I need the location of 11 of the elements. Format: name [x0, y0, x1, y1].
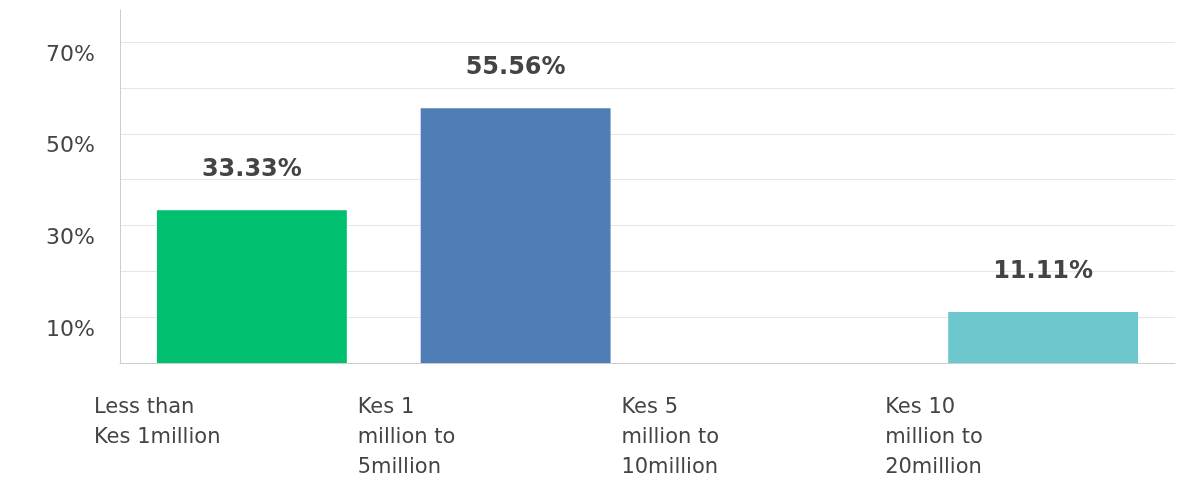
data-label: 55.56%	[465, 52, 566, 81]
y-tick-label: 50%	[46, 132, 95, 158]
x-tick-label: Kes 5 million to 10million	[621, 394, 726, 478]
data-label: 11.11%	[993, 256, 1094, 285]
x-tick-label: Kes 10 million to 20million	[885, 394, 990, 478]
y-tick-label: 70%	[46, 40, 95, 66]
y-tick-label: 30%	[46, 223, 95, 249]
x-tick-label: Kes 1 million to 5million	[357, 394, 463, 478]
data-label: 33.33%	[201, 154, 302, 183]
x-tick-label: Less than Kes 1million	[93, 394, 221, 448]
y-tick-label: 10%	[46, 315, 95, 341]
